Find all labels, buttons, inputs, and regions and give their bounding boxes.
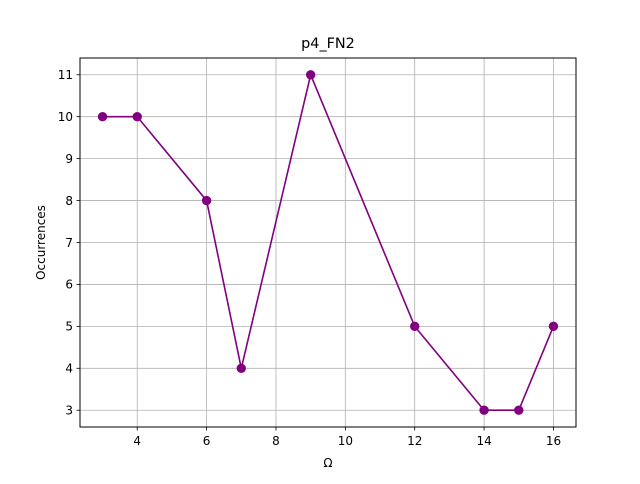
data-point <box>132 112 142 122</box>
chart-title: p4_FN2 <box>301 36 355 52</box>
y-tick-label: 4 <box>65 362 73 376</box>
x-tick-label: 8 <box>272 434 280 448</box>
x-tick-label: 4 <box>133 434 141 448</box>
x-tick-label: 10 <box>338 434 353 448</box>
y-tick-label: 8 <box>65 194 73 208</box>
data-point <box>236 363 246 373</box>
y-tick-label: 11 <box>58 68 73 82</box>
x-tick-label: 12 <box>407 434 422 448</box>
series-layer <box>97 70 559 415</box>
y-axis-ticks: 3 4 5 6 7 8 9 10 11 <box>58 68 80 418</box>
data-point <box>410 321 420 332</box>
y-tick-label: 3 <box>65 404 73 418</box>
data-point <box>305 70 316 80</box>
y-tick-label: 5 <box>65 320 73 334</box>
data-point <box>97 112 108 122</box>
data-point <box>201 195 212 206</box>
y-axis-label: Occurrences <box>34 205 48 280</box>
x-axis-label: Ω <box>323 456 332 470</box>
y-tick-label: 6 <box>65 278 73 292</box>
y-tick-label: 9 <box>65 152 73 166</box>
x-tick-label: 16 <box>546 434 561 448</box>
y-tick-label: 7 <box>65 236 73 250</box>
grid <box>80 58 576 427</box>
data-point <box>548 321 559 332</box>
y-tick-label: 10 <box>58 110 73 124</box>
x-axis-ticks: 4 6 8 10 12 14 16 <box>133 427 561 448</box>
x-tick-label: 14 <box>476 434 491 448</box>
x-tick-label: 6 <box>203 434 211 448</box>
data-point <box>514 405 524 415</box>
data-point <box>479 405 489 415</box>
